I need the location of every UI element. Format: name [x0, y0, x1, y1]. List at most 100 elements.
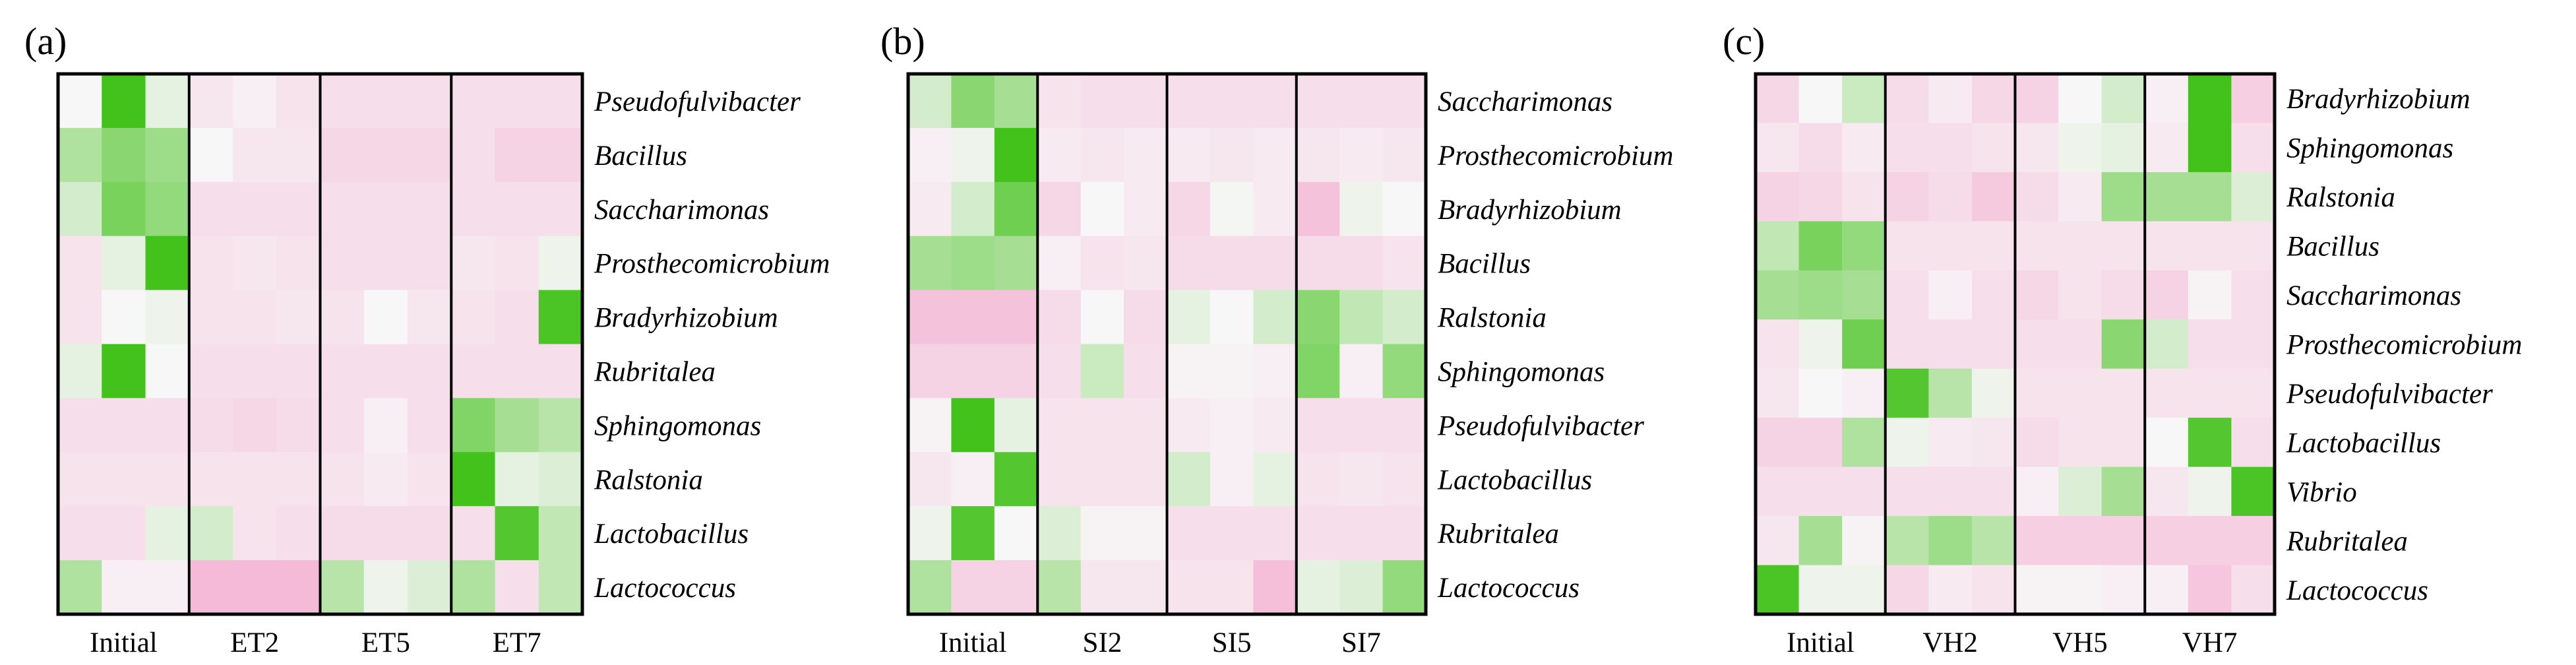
- heatmap-cell: [1339, 452, 1384, 507]
- heatmap-cell: [1798, 319, 1843, 369]
- heatmap-cell: [1928, 565, 1973, 615]
- heatmap-cell: [1080, 127, 1124, 183]
- heatmap-cell: [363, 236, 408, 291]
- heatmap-cell: [1756, 270, 1800, 320]
- row-label: Bradyrhizobium: [2286, 84, 2470, 115]
- row-label: Bacillus: [594, 141, 687, 172]
- heatmap-cell: [1339, 181, 1384, 237]
- heatmap-cell: [276, 344, 321, 398]
- heatmap-cell: [408, 290, 452, 345]
- heatmap-cell: [189, 398, 233, 453]
- heatmap-cell: [145, 398, 190, 453]
- heatmap-cell: [2101, 123, 2145, 173]
- heatmap-cell: [1382, 290, 1426, 345]
- heatmap-cell: [1756, 418, 1800, 468]
- heatmap-border: [1754, 72, 2277, 616]
- heatmap-cell: [276, 236, 321, 291]
- heatmap-cell: [2231, 270, 2275, 320]
- heatmap-cell: [1928, 319, 1973, 369]
- heatmap-cell: [2015, 221, 2059, 271]
- heatmap-cell: [1842, 418, 1886, 468]
- heatmap-cell: [1296, 398, 1340, 453]
- heatmap-cell: [1382, 560, 1426, 615]
- heatmap-cell: [951, 452, 995, 507]
- heatmap-cell: [1756, 368, 1800, 418]
- heatmap-cell: [451, 398, 496, 453]
- heatmap-cell: [1842, 516, 1886, 566]
- heatmap-cell: [538, 127, 583, 183]
- heatmap-cell: [2188, 123, 2232, 173]
- heatmap-cell: [2145, 172, 2189, 222]
- heatmap-cell: [320, 236, 365, 291]
- row-label: Pseudofulvibacter: [1437, 410, 1644, 441]
- heatmap-cell: [1798, 221, 1843, 271]
- row-label: Lactococcus: [2286, 575, 2428, 606]
- heatmap-cell: [1798, 123, 1843, 173]
- heatmap-cell: [1382, 236, 1426, 291]
- heatmap-cell: [1798, 418, 1843, 468]
- heatmap-cell: [2231, 319, 2275, 369]
- heatmap-cell: [233, 452, 277, 507]
- column-group-label: SI2: [1083, 627, 1122, 658]
- heatmap-cell: [2188, 172, 2232, 222]
- heatmap-cell: [994, 344, 1038, 398]
- heatmap-cell: [1382, 506, 1426, 561]
- heatmap-cell: [1798, 172, 1843, 222]
- heatmap-cell: [2188, 368, 2232, 418]
- heatmap-cell: [1842, 466, 1886, 517]
- heatmap-cell: [2231, 74, 2275, 124]
- heatmap-cell: [2015, 418, 2059, 468]
- heatmap-cell: [102, 181, 146, 237]
- heatmap-cell: [2015, 319, 2059, 369]
- row-label: Prosthecomicrobium: [2286, 330, 2522, 361]
- heatmap-cell: [276, 290, 321, 345]
- heatmap-cell: [408, 236, 452, 291]
- heatmap-cell: [1080, 74, 1124, 129]
- heatmap-cell: [2145, 319, 2189, 369]
- heatmap-cell: [233, 290, 277, 345]
- heatmap-cell: [2058, 466, 2102, 517]
- heatmap-cell: [1928, 172, 1973, 222]
- heatmap-cell: [451, 74, 496, 129]
- heatmap-cell: [908, 236, 952, 291]
- heatmap-cell: [363, 127, 408, 183]
- heatmap-cell: [1971, 565, 2016, 615]
- heatmap-cell: [1296, 452, 1340, 507]
- heatmap-cell: [320, 398, 365, 453]
- heatmap-cell: [1885, 466, 1929, 517]
- heatmap-cell: [1080, 236, 1124, 291]
- heatmap-cell: [2058, 418, 2102, 468]
- heatmap-cell: [320, 181, 365, 237]
- heatmap-cell: [2101, 319, 2145, 369]
- heatmap-cell: [1971, 221, 2016, 271]
- heatmap-cell: [145, 560, 190, 615]
- heatmap-cell: [145, 236, 190, 291]
- heatmap-cell: [276, 398, 321, 453]
- heatmap-cell: [451, 344, 496, 398]
- row-label: Prosthecomicrobium: [1437, 141, 1673, 172]
- heatmap-cell: [951, 398, 995, 453]
- heatmap-cell: [2015, 565, 2059, 615]
- row-label: Saccharimonas: [1438, 86, 1612, 117]
- heatmap-cell: [451, 236, 496, 291]
- column-group-label: VH7: [2182, 627, 2238, 658]
- heatmap-cell: [908, 290, 952, 345]
- heatmap-cell: [1339, 127, 1384, 183]
- column-group-label: SI7: [1341, 627, 1381, 658]
- heatmap-cell: [58, 344, 102, 398]
- heatmap-cell: [2015, 368, 2059, 418]
- heatmap-cell: [495, 452, 539, 507]
- heatmap-cell: [1080, 560, 1124, 615]
- heatmap-cell: [2231, 123, 2275, 173]
- heatmap-cell: [233, 398, 277, 453]
- heatmap-cell: [1928, 221, 1973, 271]
- heatmap-cell: [908, 344, 952, 398]
- heatmap-cell: [2145, 565, 2189, 615]
- heatmap-cell: [2015, 123, 2059, 173]
- row-label: Pseudofulvibacter: [594, 86, 801, 117]
- heatmap-cell: [2231, 466, 2275, 517]
- heatmap-cell: [1167, 181, 1211, 237]
- heatmap-cell: [1296, 344, 1340, 398]
- heatmap-c: Bradyrhizobium Sphingomonas Ralstonia Bacil…: [1754, 72, 2522, 658]
- heatmap-cell: [1885, 418, 1929, 468]
